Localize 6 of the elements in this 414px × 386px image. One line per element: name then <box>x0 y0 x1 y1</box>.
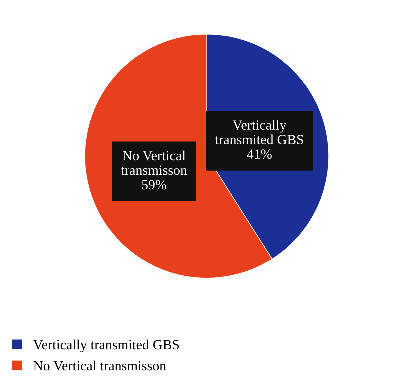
slice-label: No Vertical transmisson <box>121 150 188 176</box>
legend-label: Vertically transmited GBS <box>33 340 180 352</box>
legend-label: No Vertical transmisson <box>34 360 166 371</box>
slice-label: Vertically transmited GBS <box>215 120 304 145</box>
data-label: 59% <box>142 180 167 190</box>
data-label: 41% <box>247 150 272 160</box>
